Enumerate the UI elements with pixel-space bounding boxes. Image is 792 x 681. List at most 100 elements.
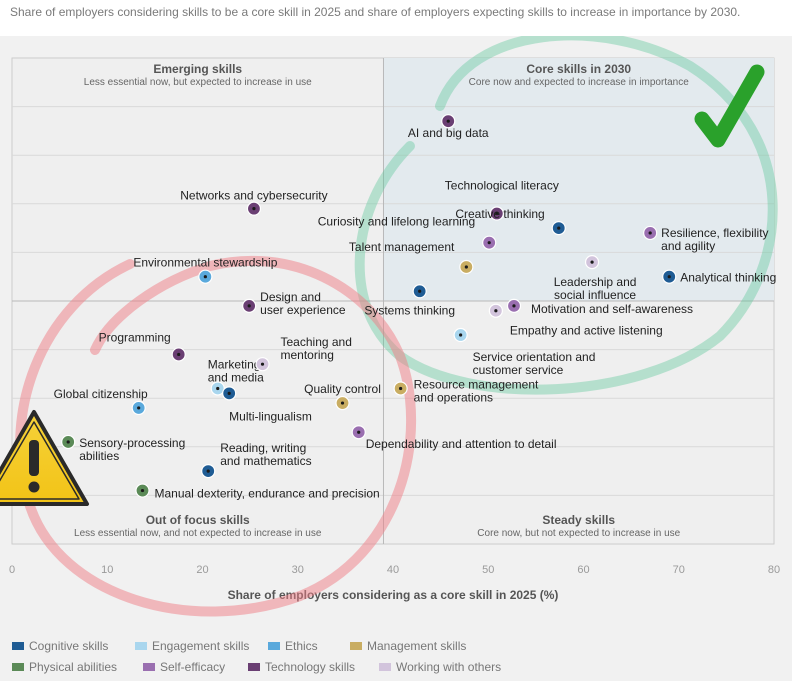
point-label: Analytical thinking (680, 271, 776, 285)
quadrant-title: Core skills in 2030 (526, 62, 631, 76)
legend-item: Engagement skills (135, 639, 249, 653)
legend-item: Self-efficacy (143, 660, 225, 674)
point-label: Technological literacy (445, 179, 559, 193)
skill-point: AI and big data (408, 114, 489, 140)
point-center (446, 119, 450, 123)
skill-point: Manual dexterity, endurance and precisio… (135, 483, 380, 501)
skill-point: Technological literacy (445, 179, 559, 221)
skill-point: Programming (99, 330, 186, 362)
point-label: Resource management (414, 377, 539, 391)
point-label: social influence (554, 288, 636, 302)
legend-label: Technology skills (265, 660, 355, 674)
point-center (206, 469, 210, 473)
point-label: customer service (473, 363, 564, 377)
skill-point: Environmental stewardship (133, 256, 278, 284)
point-label: abilities (79, 449, 119, 463)
quadrant-title: Out of focus skills (146, 513, 250, 527)
legend-swatch (143, 663, 155, 671)
point-center (357, 430, 361, 434)
legend-item: Ethics (268, 639, 318, 653)
legend-swatch (268, 642, 280, 650)
point-label: Networks and cybersecurity (180, 189, 327, 203)
point-label: Quality control (304, 382, 381, 396)
skill-point: Motivation and self-awareness (506, 298, 693, 316)
legend-item: Management skills (350, 639, 466, 653)
point-label: Programming (99, 330, 171, 344)
legend-swatch (12, 663, 24, 671)
point-center (140, 488, 145, 493)
point-label: Environmental stewardship (133, 256, 277, 270)
point-center (137, 406, 141, 410)
legend-label: Working with others (396, 660, 501, 674)
point-center (418, 289, 422, 293)
legend-label: Engagement skills (152, 639, 249, 653)
point-label: Leadership and (554, 275, 637, 289)
chart-subtitle: Share of employers considering skills to… (10, 5, 741, 19)
point-label: mentoring (281, 348, 334, 362)
legend-label: Cognitive skills (29, 639, 108, 653)
point-center (177, 352, 181, 357)
legend-item: Cognitive skills (12, 639, 108, 653)
point-label: and operations (414, 390, 493, 404)
point-label: Resilience, flexibility (661, 226, 768, 240)
quadrant-subtitle: Core now, but not expected to increase i… (477, 528, 680, 539)
x-tick-label: 40 (387, 564, 399, 576)
x-tick-label: 60 (577, 564, 589, 576)
point-center (512, 304, 516, 308)
point-label: user experience (260, 303, 346, 317)
point-center (648, 231, 652, 235)
x-tick-label: 50 (482, 564, 494, 576)
legend-swatch (248, 663, 260, 671)
x-tick-label: 80 (768, 564, 780, 576)
legend-item: Technology skills (248, 660, 355, 674)
point-label: Teaching and (281, 335, 352, 349)
skill-point: Quality control (304, 382, 381, 411)
x-tick-label: 10 (101, 564, 113, 576)
point-center (247, 304, 251, 308)
point-center (399, 386, 403, 391)
quadrant-title: Steady skills (542, 513, 615, 527)
point-label: and agility (661, 239, 715, 253)
point-label: Creative thinking (455, 207, 544, 221)
legend-label: Self-efficacy (160, 660, 225, 674)
warning-icon (0, 410, 89, 506)
point-center (252, 207, 256, 211)
skill-point: Creative thinking (455, 207, 566, 236)
title-bar: Share of employers considering skills to… (0, 0, 792, 36)
legend-swatch (12, 642, 24, 650)
point-label: Reading, writing (220, 441, 306, 455)
quadrant-subtitle: Core now and expected to increase in imp… (469, 77, 690, 88)
legend-swatch (135, 642, 147, 650)
skill-point: Talent management (349, 240, 474, 275)
point-label: Service orientation and (473, 350, 596, 364)
skill-point: Dependability and attention to detail (351, 425, 557, 451)
point-label: Design and (260, 290, 321, 304)
skill-point: Networks and cybersecurity (180, 189, 328, 216)
point-center (260, 362, 265, 366)
legend-label: Ethics (285, 639, 318, 653)
skill-point: Empathy and active listening (488, 303, 663, 338)
legend-item: Working with others (379, 660, 501, 674)
checkmark-icon (694, 64, 765, 148)
quadrant-subtitle: Less essential now, but expected to incr… (84, 77, 312, 88)
point-center (340, 401, 345, 405)
skill-point: Global citizenship (54, 387, 148, 416)
point-center (590, 260, 594, 264)
point-label: Systems thinking (364, 303, 455, 317)
point-center (557, 226, 561, 230)
point-label: Marketing (208, 357, 261, 371)
core-quadrant-fill (383, 58, 774, 301)
point-label: Multi-lingualism (229, 409, 312, 423)
legend-swatch (350, 642, 362, 650)
x-tick-label: 0 (9, 564, 15, 576)
skill-point: Systems thinking (364, 284, 455, 317)
legend-label: Physical abilities (29, 660, 117, 674)
point-center (66, 440, 70, 444)
skill-point: Analytical thinking (662, 269, 776, 285)
